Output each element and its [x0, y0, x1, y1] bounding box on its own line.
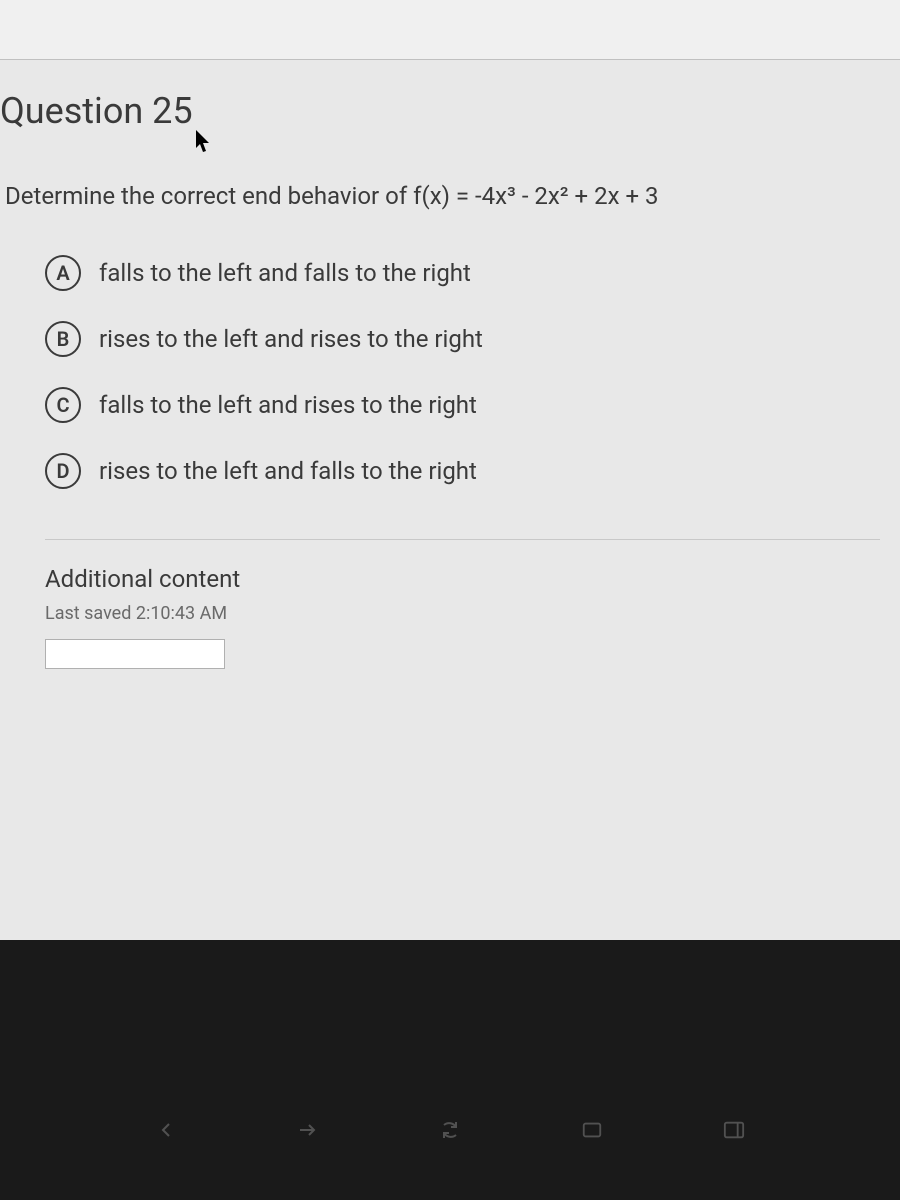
formula-text: -4x³ - 2x² + 2x + 3 — [475, 182, 659, 210]
forward-icon[interactable] — [292, 1114, 324, 1146]
option-d[interactable]: D rises to the left and falls to the rig… — [45, 453, 880, 489]
taskbar — [0, 1100, 900, 1160]
option-b[interactable]: B rises to the left and rises to the rig… — [45, 321, 880, 357]
refresh-icon[interactable] — [434, 1114, 466, 1146]
option-letter-a: A — [45, 255, 81, 291]
option-a[interactable]: A falls to the left and falls to the rig… — [45, 255, 880, 291]
option-letter-b: B — [45, 321, 81, 357]
prompt-text: Determine the correct end behavior of f(… — [5, 182, 475, 210]
additional-section: Additional content Last saved 2:10:43 AM — [0, 565, 880, 669]
option-text-c: falls to the left and rises to the right — [99, 391, 477, 419]
additional-input[interactable] — [45, 639, 225, 669]
option-text-d: rises to the left and falls to the right — [99, 457, 477, 485]
additional-heading: Additional content — [45, 565, 880, 593]
option-text-a: falls to the left and falls to the right — [99, 259, 471, 287]
menu-icon[interactable] — [718, 1114, 750, 1146]
quiz-screen: Question 25 Determine the correct end be… — [0, 0, 900, 940]
back-icon[interactable] — [150, 1114, 182, 1146]
cursor-icon — [195, 130, 213, 154]
top-bar — [0, 0, 900, 60]
option-letter-c: C — [45, 387, 81, 423]
option-letter-d: D — [45, 453, 81, 489]
option-text-b: rises to the left and rises to the right — [99, 325, 483, 353]
question-title: Question 25 — [0, 90, 880, 132]
options-list: A falls to the left and falls to the rig… — [0, 255, 880, 489]
question-prompt: Determine the correct end behavior of f(… — [0, 182, 880, 210]
question-container: Question 25 Determine the correct end be… — [0, 60, 900, 669]
option-c[interactable]: C falls to the left and rises to the rig… — [45, 387, 880, 423]
section-divider — [45, 539, 880, 540]
tab-icon[interactable] — [576, 1114, 608, 1146]
last-saved-label: Last saved 2:10:43 AM — [45, 603, 880, 624]
